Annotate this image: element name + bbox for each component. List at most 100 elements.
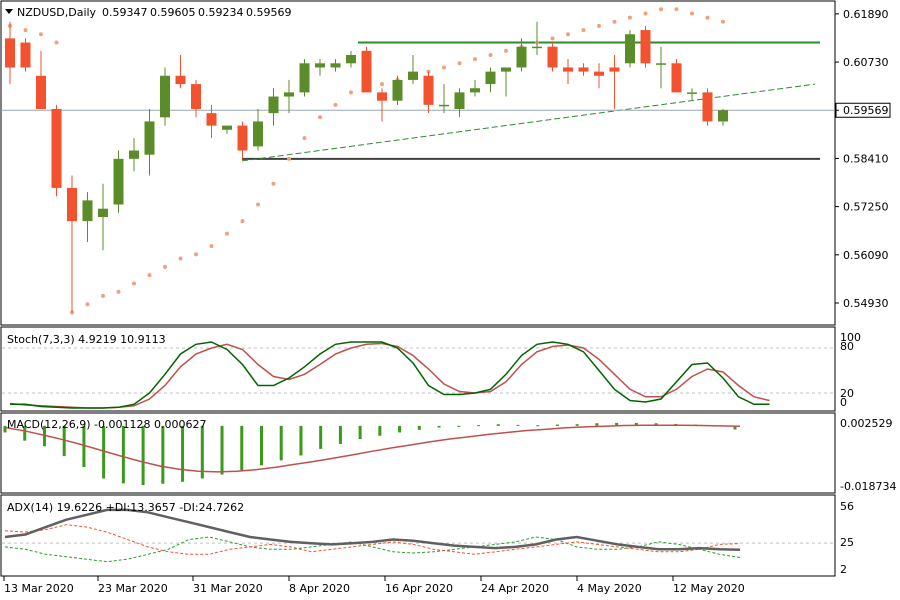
price-tick-label: 0.58410 — [843, 152, 889, 165]
bull-candle — [268, 96, 279, 114]
sar-dot — [54, 40, 59, 45]
bull-candle — [299, 63, 310, 93]
sar-dot — [116, 289, 121, 294]
high-value: 0.59605 — [150, 6, 196, 19]
price-tick-label: 0.56090 — [843, 249, 889, 262]
sar-dot — [566, 32, 570, 37]
bull-candle — [113, 158, 124, 205]
macd-histogram-bar — [141, 425, 145, 486]
trendline — [241, 83, 816, 162]
macd-histogram-bar — [457, 425, 461, 427]
bear-candle — [361, 50, 372, 93]
bull-candle — [160, 75, 170, 118]
bear-candle — [5, 38, 15, 68]
sar-dot — [333, 102, 338, 107]
sar-dot — [705, 15, 710, 20]
sar-dot — [643, 11, 648, 16]
macd-histogram-bar — [279, 425, 283, 461]
bull-candle — [315, 63, 325, 68]
stoch-pane[interactable]: Stoch(7,3,3) 4.9219 10.9113 — [0, 326, 836, 412]
sar-dot — [240, 219, 245, 224]
macd-histogram-bar — [417, 425, 421, 430]
bear-candle — [640, 30, 651, 64]
bull-candle — [330, 63, 341, 68]
sar-dot — [147, 273, 152, 278]
macd-histogram-bar — [82, 425, 86, 467]
open-value: 0.59347 — [102, 6, 148, 19]
bear-candle — [67, 187, 77, 222]
adx-level-25: 25 — [840, 536, 854, 549]
stoch-label: Stoch(7,3,3) 4.9219 10.9113 — [7, 333, 166, 346]
adx-level-2: 2 — [840, 563, 847, 576]
adx-level-56: 56 — [840, 500, 854, 513]
bear-candle — [191, 84, 201, 109]
bull-candle — [516, 46, 527, 68]
bear-candle — [377, 92, 387, 101]
macd-histogram-bar — [102, 425, 106, 479]
bull-candle — [129, 150, 139, 159]
bull-candle — [284, 92, 294, 97]
date-label-2: 31 Mar 2020 — [193, 582, 263, 595]
bull-candle — [392, 79, 403, 101]
macd-label: MACD(12,26,9) -0.001128 0.000627 — [7, 418, 206, 431]
macd-signal-line — [4, 424, 741, 473]
sar-dot — [457, 61, 462, 66]
macd-histogram-bar — [259, 425, 263, 466]
adx-pane-frame — [0, 494, 836, 577]
sar-dot — [628, 15, 632, 20]
bull-candle — [718, 110, 728, 122]
macd-histogram-bar — [62, 425, 66, 457]
sar-dot — [85, 302, 90, 307]
price-tick-label: 0.54930 — [843, 297, 889, 310]
sar-dot — [442, 65, 446, 70]
bull-candle — [470, 88, 480, 93]
macd-level-top: 0.002529 — [840, 417, 893, 430]
macd-histogram-bar — [733, 425, 737, 430]
adx-pane[interactable]: ADX(14) 19.6226 +DI:13.3657 -DI:24.7262 — [0, 494, 836, 577]
bear-candle — [594, 71, 604, 76]
sar-dot — [612, 19, 617, 24]
sar-dot — [721, 19, 725, 24]
macd-marks — [3, 422, 741, 486]
bull-candle — [439, 104, 449, 107]
price-pane[interactable]: NZDUSD,Daily 0.59347 0.59605 0.59234 0.5… — [0, 0, 836, 326]
sar-dot — [380, 82, 384, 87]
stoch-pane-frame — [0, 326, 836, 412]
macd-histogram-bar — [23, 425, 27, 441]
bull-candle — [408, 71, 418, 80]
symbol-label: NZDUSD,Daily — [17, 6, 97, 19]
bear-candle — [578, 67, 589, 72]
macd-histogram-bar — [42, 425, 46, 447]
low-value: 0.59234 — [198, 6, 244, 19]
dropdown-triangle-icon[interactable] — [5, 9, 13, 14]
date-label-6: 4 May 2020 — [577, 582, 642, 595]
stoch-level-20: 20 — [840, 387, 854, 400]
macd-histogram-bar — [319, 425, 323, 449]
sar-dot — [23, 28, 28, 33]
bull-candle — [532, 46, 542, 49]
sar-dot — [504, 48, 508, 53]
sar-dot — [209, 244, 214, 249]
stoch-marks — [2, 341, 834, 409]
bear-candle — [702, 92, 713, 122]
date-axis: 13 Mar 2020 23 Mar 2020 31 Mar 2020 8 Ap… — [3, 576, 745, 595]
macd-histogram-bar — [437, 425, 441, 428]
macd-histogram-bar — [338, 425, 342, 444]
chart-title-block: NZDUSD,Daily 0.59347 0.59605 0.59234 0.5… — [5, 6, 292, 19]
bull-candle — [144, 121, 155, 155]
adx-marks — [2, 508, 834, 563]
adx-label: ADX(14) 19.6226 +DI:13.3657 -DI:24.7262 — [7, 501, 244, 514]
date-label-7: 12 May 2020 — [673, 582, 745, 595]
sar-dot — [581, 28, 586, 33]
sar-dot — [659, 7, 663, 12]
macd-histogram-bar — [575, 424, 579, 426]
bear-candle — [20, 42, 31, 68]
sar-dot — [178, 256, 183, 261]
macd-pane[interactable]: MACD(12,26,9) -0.001128 0.000627 — [0, 412, 836, 494]
bear-candle — [51, 109, 62, 188]
macd-histogram-bar — [161, 425, 165, 484]
bear-candle — [547, 46, 558, 68]
bull-candle — [656, 63, 666, 65]
